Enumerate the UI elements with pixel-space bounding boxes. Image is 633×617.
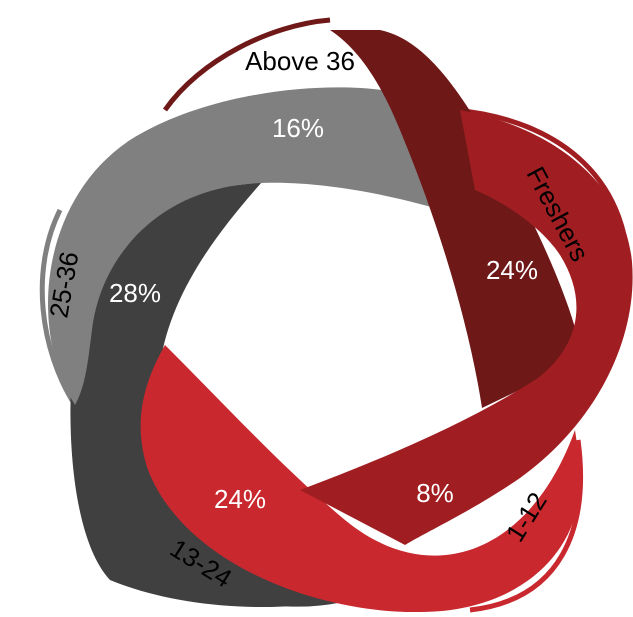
ribbon (330, 30, 582, 408)
ribbon-edge (162, 17, 331, 112)
segment-value: 24% (486, 255, 538, 285)
ribbon (70, 182, 340, 608)
ribbon (300, 110, 633, 545)
segment-value: 28% (109, 278, 161, 308)
segment-value: 24% (214, 484, 266, 514)
segment-label: Above 36 (245, 46, 355, 76)
ribbon-edge (39, 208, 78, 407)
ribbon (48, 87, 458, 405)
ribbon (140, 345, 581, 613)
segment-value: 16% (272, 113, 324, 143)
segment-value: 8% (416, 478, 454, 508)
